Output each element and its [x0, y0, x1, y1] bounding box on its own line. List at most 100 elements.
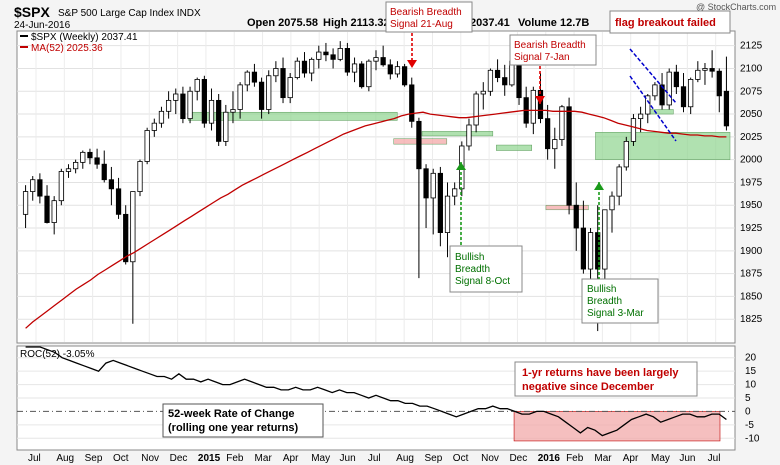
candle-body — [494, 69, 501, 78]
candle-body — [580, 227, 587, 270]
candle-body — [516, 60, 522, 99]
roc-x-tick: Nov — [481, 453, 499, 464]
roc-x-tick: Oct — [113, 453, 129, 464]
candle-body — [165, 99, 172, 112]
volume-value: Volume 12.7B — [518, 17, 589, 29]
price-y-tick: 1850 — [740, 291, 763, 302]
candle-body — [702, 68, 708, 71]
candle-body — [430, 172, 436, 199]
flag-box — [609, 10, 731, 34]
candle-body — [680, 86, 687, 108]
candle-body — [194, 79, 200, 92]
bullish1-line2: Breadth — [455, 264, 490, 275]
bearish2-arrow-head — [535, 96, 545, 104]
ma-legend-swatch — [20, 46, 28, 48]
candle-body — [709, 68, 715, 72]
signal-arrows — [407, 33, 677, 279]
bullish2-line1: Bullish — [587, 284, 616, 295]
roc-label-line1: 52-week Rate of Change — [168, 408, 295, 420]
bullish2-arrow-head — [594, 182, 604, 190]
candle-body — [409, 84, 415, 122]
price-y-tick: 2025 — [740, 132, 763, 143]
candle-body — [237, 84, 243, 110]
candle-body — [115, 188, 122, 215]
candle-body — [437, 172, 443, 233]
candle-body — [373, 57, 379, 62]
roc-y-tick: 0 — [745, 406, 751, 417]
candle-body — [366, 60, 372, 88]
roc-label-line2: (rolling one year returns) — [168, 422, 299, 434]
candle-body — [623, 141, 629, 168]
price-y-tick: 2050 — [740, 109, 763, 120]
roc-x-axis: Jul Aug Sep Oct Nov Dec 2015 Feb Mar Apr May Jun Jul… — [28, 453, 720, 464]
price-y-tick: 1875 — [740, 269, 763, 280]
roc-legend: ROC(52) -3.05% — [20, 349, 95, 360]
candle-body — [330, 54, 336, 60]
roc-note-box — [514, 361, 698, 397]
price-legend: $SPX (Weekly) 2037.41 — [31, 32, 138, 43]
roc-x-tick: Jul — [368, 453, 381, 464]
roc-y-tick: 10 — [745, 380, 757, 391]
roc-note-line2: negative since December — [522, 381, 655, 393]
roc-x-tick: Jun — [679, 453, 695, 464]
copyright: @ StockCharts.com — [696, 2, 776, 12]
candle-body — [480, 90, 486, 95]
price-y-axis: 1825 1850 1875 1900 1925 1950 1975 2000 2025 2050… — [740, 41, 763, 326]
candle-body — [452, 188, 458, 197]
candle-body — [609, 195, 615, 211]
candle-body — [216, 99, 222, 142]
candle-body — [301, 60, 308, 74]
candle-body — [566, 106, 572, 206]
candle-body — [273, 68, 279, 77]
price-legend-swatch — [20, 35, 28, 37]
candle-body — [351, 63, 358, 73]
roc-x-tick: Apr — [283, 453, 299, 464]
candle-body — [230, 109, 236, 113]
bullish1-line1: Bullish — [455, 252, 484, 263]
roc-label-box — [162, 403, 324, 438]
open-value: Open 2075.58 — [247, 17, 318, 29]
candle-body — [337, 48, 343, 60]
roc-y-tick: 15 — [745, 366, 757, 377]
roc-x-tick: Jul — [708, 453, 721, 464]
candle-body — [258, 81, 265, 110]
price-y-tick: 2100 — [740, 63, 763, 74]
roc-y-tick: -10 — [745, 433, 760, 444]
roc-y-tick: 5 — [745, 393, 751, 404]
bearish1-line2: Signal 21-Aug — [390, 19, 453, 30]
bullish1-line3: Signal 8-Oct — [455, 276, 510, 287]
price-y-tick: 1900 — [740, 246, 763, 257]
candle-body — [502, 77, 508, 86]
support-zone-dec — [496, 144, 533, 151]
candle-body — [287, 77, 293, 99]
price-y-tick: 1975 — [740, 177, 763, 188]
candle-body — [144, 130, 150, 162]
ma-legend: MA(52) 2025.36 — [31, 43, 103, 54]
symbol: $SPX — [14, 4, 50, 20]
roc-x-tick: Oct — [453, 453, 469, 464]
candle-body — [473, 93, 479, 126]
flag-text: flag breakout failed — [615, 17, 716, 29]
candle-body — [201, 79, 207, 124]
roc-x-tick: 2016 — [538, 453, 561, 464]
candle-body — [123, 213, 129, 263]
support-zone-2016 — [595, 132, 731, 160]
roc-line — [25, 346, 727, 437]
candle-body — [158, 110, 165, 124]
roc-y-axis: -10 -5 0 5 10 15 20 — [745, 353, 760, 445]
candle-body — [394, 66, 401, 75]
flag-support — [648, 109, 674, 115]
candle-body — [30, 179, 36, 192]
candle-body — [151, 122, 157, 131]
candle-body — [266, 75, 272, 110]
candle-body — [65, 168, 72, 172]
roc-note-line1: 1-yr returns have been largely — [522, 367, 679, 379]
candle-body — [101, 163, 107, 181]
candle-body — [559, 106, 565, 140]
candle-body — [173, 93, 179, 101]
roc-x-tick: Sep — [424, 453, 442, 464]
price-y-tick: 1925 — [740, 223, 763, 234]
candle-body — [530, 89, 536, 124]
candle-body — [552, 139, 558, 150]
